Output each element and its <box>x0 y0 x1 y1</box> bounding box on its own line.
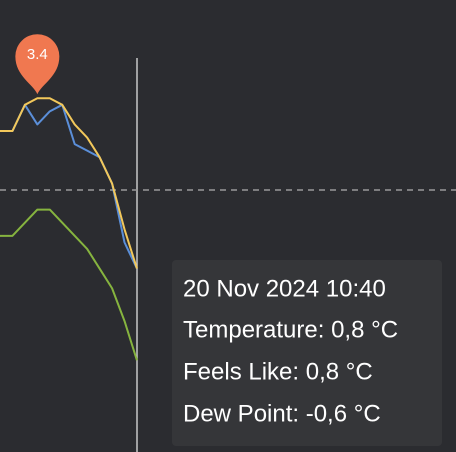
tooltip-title: 20 Nov 2024 10:40 <box>183 275 386 302</box>
tooltip-line: Feels Like: 0,8 °C <box>183 358 373 385</box>
tooltip-line: Temperature: 0,8 °C <box>183 316 398 343</box>
tooltip <box>172 260 442 446</box>
series-line <box>0 97 138 269</box>
peak-marker <box>15 34 60 95</box>
peak-label: 3.4 <box>27 46 48 63</box>
series-line <box>0 208 138 361</box>
tooltip-line: Dew Point: -0,6 °C <box>183 400 381 427</box>
